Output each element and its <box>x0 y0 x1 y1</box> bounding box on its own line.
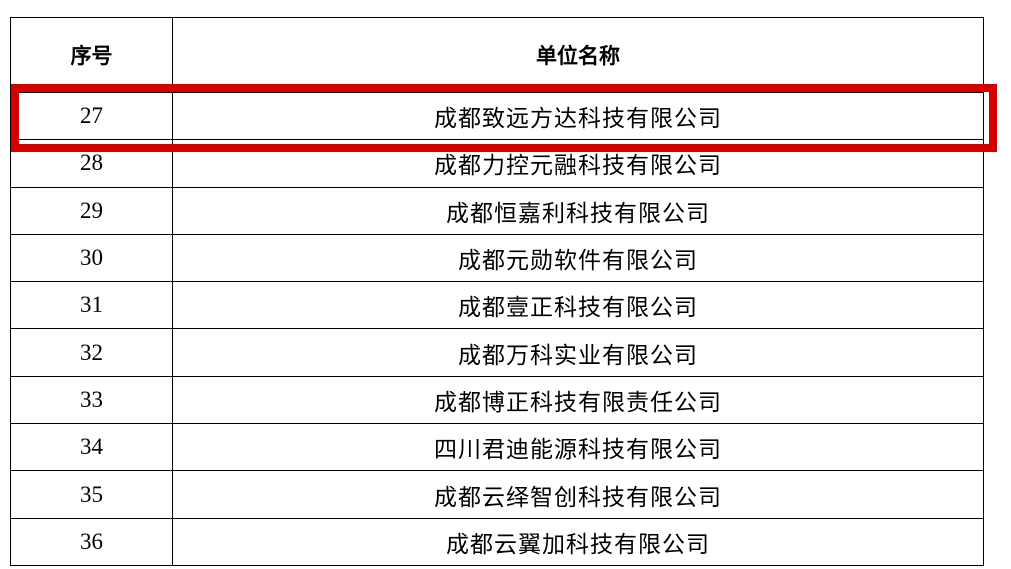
company-table: 序号 单位名称 27 成都致远方达科技有限公司 28 成都力控元融科技有限公司 … <box>10 17 984 566</box>
serial-number-cell: 36 <box>10 517 173 566</box>
table-row: 29 成都恒嘉利科技有限公司 <box>10 186 984 235</box>
company-name-cell: 成都云绎智创科技有限公司 <box>172 470 984 519</box>
company-name-cell: 成都云翼加科技有限公司 <box>172 517 984 566</box>
table-row: 31 成都壹正科技有限公司 <box>10 281 984 330</box>
serial-number-cell: 35 <box>10 470 173 519</box>
table-row: 36 成都云翼加科技有限公司 <box>10 517 984 566</box>
serial-number-cell: 29 <box>10 186 173 235</box>
table-row: 33 成都博正科技有限责任公司 <box>10 375 984 425</box>
table-row: 35 成都云绎智创科技有限公司 <box>10 470 984 519</box>
serial-number-cell: 28 <box>10 139 173 188</box>
serial-number-cell: 34 <box>10 423 173 472</box>
table-row: 27 成都致远方达科技有限公司 <box>10 91 984 141</box>
serial-number-cell: 33 <box>10 375 173 425</box>
table-header: 序号 单位名称 <box>10 17 984 93</box>
company-name-cell: 成都壹正科技有限公司 <box>172 281 984 330</box>
serial-number-cell: 30 <box>10 233 173 283</box>
company-name-cell: 成都万科实业有限公司 <box>172 328 984 377</box>
header-row: 序号 单位名称 <box>10 17 984 93</box>
serial-number-cell: 32 <box>10 328 173 377</box>
table-row: 28 成都力控元融科技有限公司 <box>10 139 984 188</box>
column-header-serial: 序号 <box>10 17 173 93</box>
company-name-cell: 成都力控元融科技有限公司 <box>172 139 984 188</box>
table-row: 34 四川君迪能源科技有限公司 <box>10 423 984 472</box>
company-name-cell: 成都博正科技有限责任公司 <box>172 375 984 425</box>
column-header-unit-name: 单位名称 <box>172 17 984 93</box>
table-row: 30 成都元勋软件有限公司 <box>10 233 984 283</box>
company-name-cell: 成都元勋软件有限公司 <box>172 233 984 283</box>
serial-number-cell: 31 <box>10 281 173 330</box>
serial-number-cell: 27 <box>10 91 173 141</box>
company-name-cell: 成都恒嘉利科技有限公司 <box>172 186 984 235</box>
table-row: 32 成都万科实业有限公司 <box>10 328 984 377</box>
table-body: 27 成都致远方达科技有限公司 28 成都力控元融科技有限公司 29 成都恒嘉利… <box>10 91 984 566</box>
company-name-cell: 四川君迪能源科技有限公司 <box>172 423 984 472</box>
company-name-cell: 成都致远方达科技有限公司 <box>172 91 984 141</box>
